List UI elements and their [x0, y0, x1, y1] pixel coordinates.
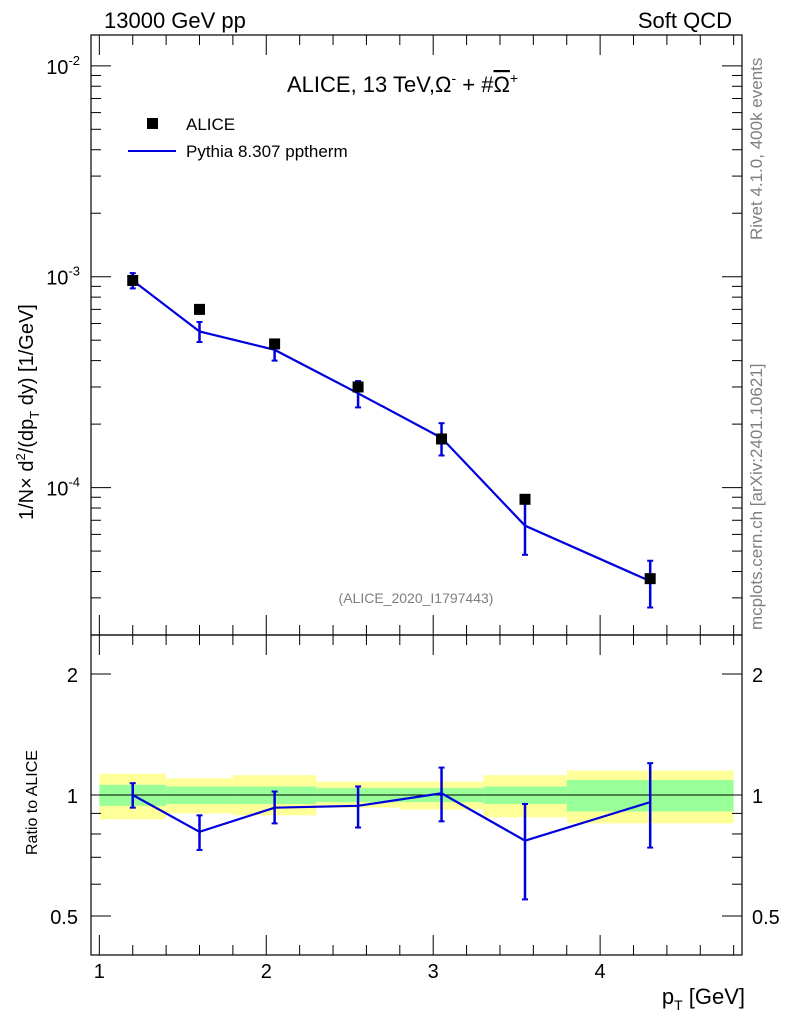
alice-data-point [519, 493, 531, 505]
alice-data-point [644, 573, 656, 585]
ratio-y-tick-label-left: 1 [67, 786, 78, 808]
legend-marker-alice [147, 118, 158, 129]
alice-data-point [127, 274, 139, 286]
ratio-y-label: Ratio to ALICE [24, 750, 41, 855]
pythia-curve [132, 279, 651, 583]
x-axis-label: pT [GeV] [662, 984, 745, 1013]
ratio-y-tick-label-left: 2 [67, 665, 78, 687]
header-left: 13000 GeV pp [104, 8, 246, 33]
ratio-y-tick-label-right: 1 [752, 786, 763, 808]
rivet-label: Rivet 4.1.0, 400k events [747, 58, 766, 240]
ratio-y-tick-label-right: 2 [752, 665, 763, 687]
x-tick-label: 2 [261, 961, 272, 983]
x-tick-label: 3 [428, 961, 439, 983]
main-y-tick-label: 10-3 [46, 264, 80, 290]
main-title: ALICE, 13 TeV,Ω- + #Ω+ [287, 70, 518, 97]
main-y-tick-label: 10-4 [46, 475, 80, 501]
main-panel: 10-2 10-3 10-4 ALICE, 13 TeV,Ω- + #Ω+ ALIC… [13, 34, 743, 636]
alice-data-point [352, 381, 364, 393]
alice-data-point [436, 433, 448, 445]
legend-label-pythia: Pythia 8.307 pptherm [186, 142, 348, 161]
main-y-label: 1/N× d2/(dpT dy) [1/GeV] [13, 304, 42, 520]
legend-label-alice: ALICE [186, 115, 235, 134]
mcplots-label: mcplots.cern.ch [arXiv:2401.10621] [747, 364, 766, 630]
ratio-y-tick-label-left: 0.5 [50, 907, 78, 929]
alice-data-point [269, 338, 281, 350]
analysis-id: (ALICE_2020_I1797443) [339, 590, 494, 606]
main-y-tick-label: 10-2 [46, 53, 80, 79]
header-right: Soft QCD [638, 8, 732, 33]
x-tick-label: 1 [94, 961, 105, 983]
ratio-y-tick-label-right: 0.5 [752, 907, 780, 929]
ratio-panel: 0.5 0.5 1 1 2 2 1 2 3 4 Ratio to ALICE pT [GeV] [24, 634, 780, 1013]
x-tick-label: 4 [595, 961, 606, 983]
alice-data-point [194, 303, 205, 315]
